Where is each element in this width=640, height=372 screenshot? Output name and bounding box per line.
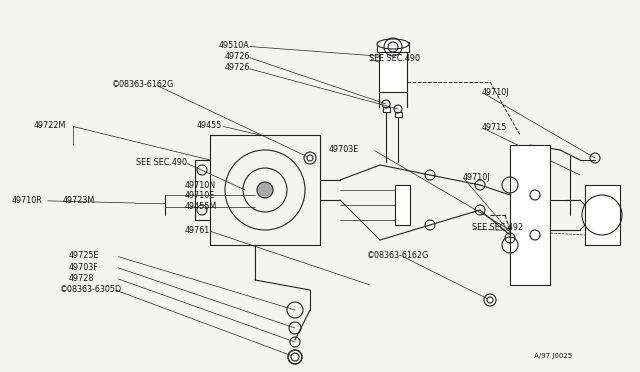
Text: 49726: 49726 — [224, 63, 250, 72]
Text: SEE SEC.492: SEE SEC.492 — [472, 223, 524, 232]
Bar — [395, 185, 410, 225]
Text: 49703E: 49703E — [328, 145, 358, 154]
Text: 49455: 49455 — [197, 121, 223, 130]
Circle shape — [257, 182, 273, 198]
Circle shape — [291, 353, 299, 361]
Text: 49726: 49726 — [224, 52, 250, 61]
Text: 49728: 49728 — [69, 274, 95, 283]
Text: SEE SEC.490: SEE SEC.490 — [369, 54, 420, 63]
Text: 49715: 49715 — [482, 123, 508, 132]
Text: 49710E: 49710E — [184, 191, 214, 200]
Bar — [395, 112, 402, 117]
Text: 49710N: 49710N — [184, 181, 216, 190]
Ellipse shape — [377, 39, 409, 49]
Text: ©08363-6305D: ©08363-6305D — [60, 285, 122, 294]
Text: 49722M: 49722M — [34, 121, 67, 130]
Bar — [377, 42, 409, 52]
Bar — [510, 145, 550, 285]
Text: SEE SEC.490: SEE SEC.490 — [136, 158, 188, 167]
Circle shape — [487, 297, 493, 303]
Text: A/97 J0025: A/97 J0025 — [534, 353, 573, 359]
Bar — [383, 107, 390, 112]
Bar — [379, 47, 407, 92]
Text: 49510A: 49510A — [219, 41, 250, 50]
Text: 49710J: 49710J — [482, 88, 509, 97]
Text: 49725E: 49725E — [69, 251, 100, 260]
Text: 49710R: 49710R — [12, 196, 42, 205]
Text: 49710J: 49710J — [463, 173, 490, 182]
Text: ©08363-6162G: ©08363-6162G — [367, 251, 429, 260]
Text: ©08363-6162G: ©08363-6162G — [112, 80, 174, 89]
Text: 49723M: 49723M — [63, 196, 95, 205]
Circle shape — [307, 155, 313, 161]
Text: 49761: 49761 — [184, 226, 209, 235]
Text: 49455M: 49455M — [184, 202, 216, 211]
Text: 49703F: 49703F — [69, 263, 99, 272]
Bar — [585, 185, 620, 245]
